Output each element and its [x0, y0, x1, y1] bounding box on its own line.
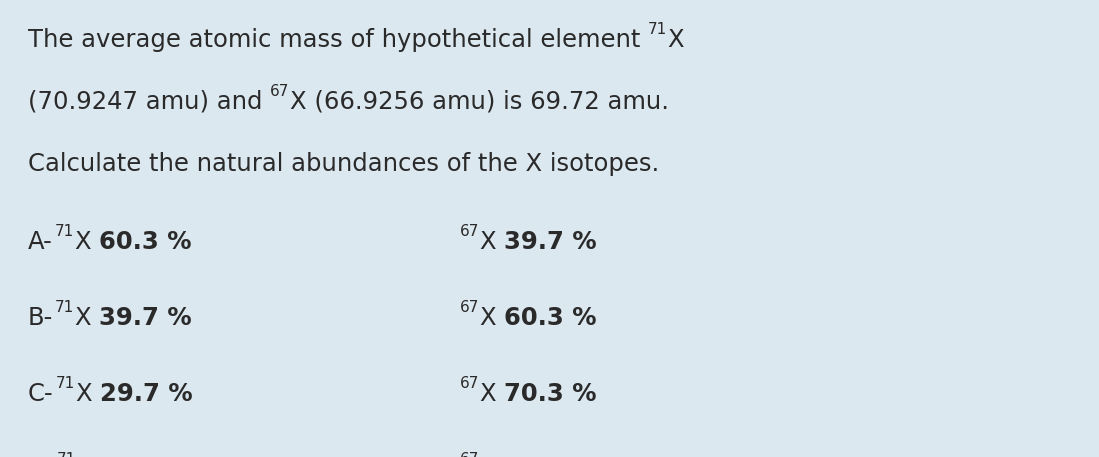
- Text: Calculate the natural abundances of the X isotopes.: Calculate the natural abundances of the …: [27, 152, 659, 176]
- Text: 67: 67: [460, 224, 479, 239]
- Text: 71: 71: [55, 300, 75, 315]
- Text: X: X: [75, 306, 91, 330]
- Text: 70.3 %: 70.3 %: [504, 382, 597, 406]
- Text: X: X: [479, 382, 496, 406]
- Text: B-: B-: [27, 306, 53, 330]
- Text: A-: A-: [27, 230, 53, 254]
- Text: 39.7 %: 39.7 %: [504, 230, 597, 254]
- Text: 67: 67: [270, 84, 290, 99]
- Text: 29.7 %: 29.7 %: [100, 382, 192, 406]
- Text: 67: 67: [460, 452, 479, 457]
- Text: 60.3 %: 60.3 %: [99, 230, 191, 254]
- Text: 67: 67: [460, 300, 479, 315]
- Text: 60.3 %: 60.3 %: [504, 306, 597, 330]
- Text: 71: 71: [648, 22, 667, 37]
- Text: X: X: [479, 306, 496, 330]
- Text: X: X: [75, 382, 91, 406]
- Text: X: X: [74, 230, 90, 254]
- Text: X: X: [667, 28, 684, 52]
- Text: (70.9247 amu) and: (70.9247 amu) and: [27, 90, 270, 114]
- Text: 71: 71: [56, 376, 75, 391]
- Text: 39.7 %: 39.7 %: [99, 306, 191, 330]
- Text: C-: C-: [27, 382, 54, 406]
- Text: X: X: [479, 230, 496, 254]
- Text: The average atomic mass of hypothetical element: The average atomic mass of hypothetical …: [27, 28, 648, 52]
- Text: 71: 71: [55, 224, 74, 239]
- Text: X (66.9256 amu) is 69.72 amu.: X (66.9256 amu) is 69.72 amu.: [290, 90, 668, 114]
- Text: 71: 71: [57, 452, 77, 457]
- Text: 67: 67: [460, 376, 479, 391]
